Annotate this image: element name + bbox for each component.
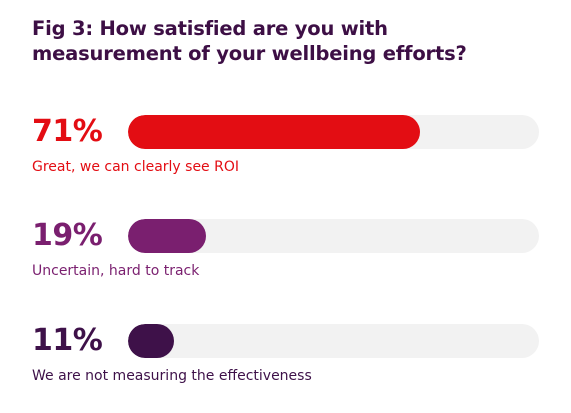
value-label: 71% bbox=[32, 114, 103, 149]
bar-fill-uncertain bbox=[128, 219, 207, 253]
chart-title: Fig 3: How satisfied are you with measur… bbox=[32, 17, 467, 65]
bar-fill-great bbox=[128, 115, 420, 149]
category-label: Uncertain, hard to track bbox=[32, 263, 200, 279]
bar-track bbox=[128, 115, 539, 149]
value-label: 19% bbox=[32, 218, 103, 253]
value-label: 11% bbox=[32, 323, 103, 358]
category-label: We are not measuring the effectiveness bbox=[32, 368, 312, 384]
bar-fill-not-measuring bbox=[128, 324, 174, 358]
bar-row-great: 71% Great, we can clearly see ROI bbox=[0, 115, 571, 185]
bar-row-uncertain: 19% Uncertain, hard to track bbox=[0, 219, 571, 289]
bar-track bbox=[128, 219, 539, 253]
bar-track bbox=[128, 324, 539, 358]
category-label: Great, we can clearly see ROI bbox=[32, 159, 239, 175]
bar-row-not-measuring: 11% We are not measuring the effectivene… bbox=[0, 324, 571, 394]
